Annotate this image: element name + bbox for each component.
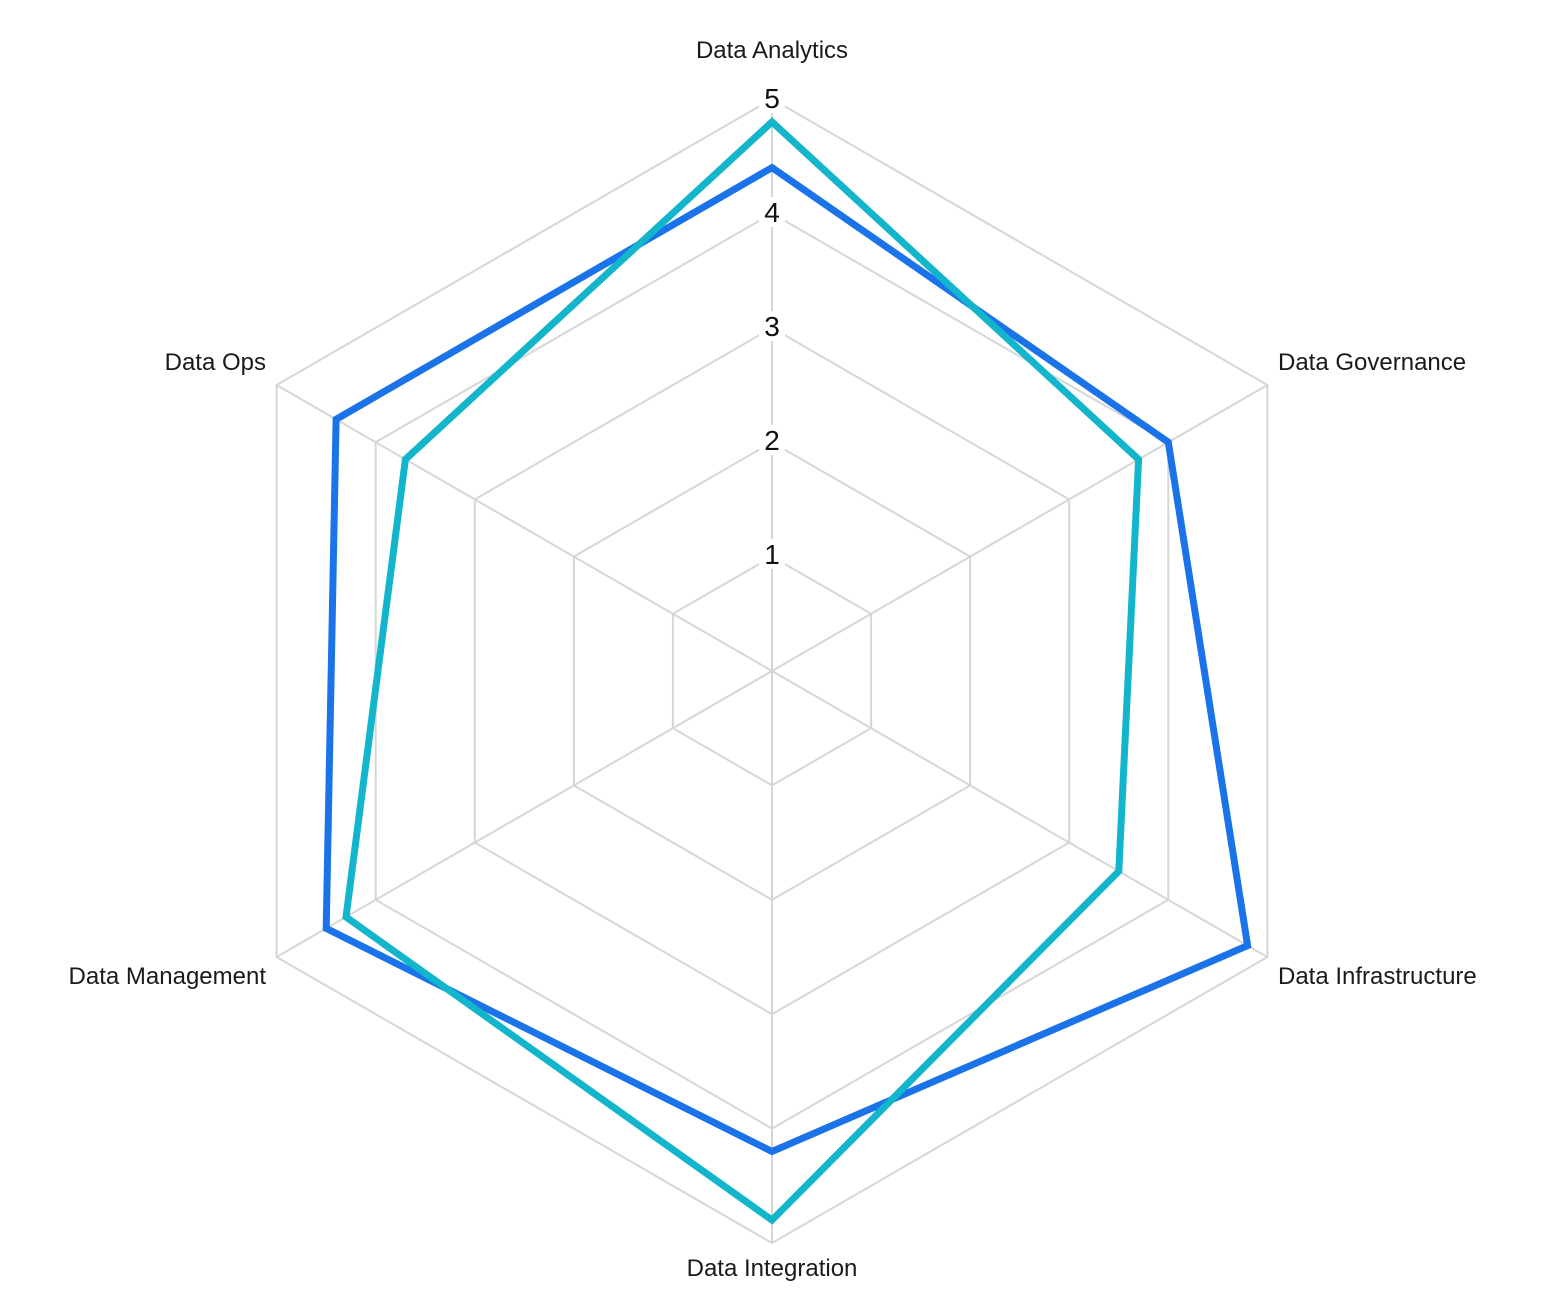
- axis-label-data-governance: Data Governance: [1278, 349, 1466, 376]
- tick-label-5: 5: [764, 83, 780, 114]
- spoke-5: [276, 670, 773, 958]
- tick-label-3: 3: [764, 311, 780, 342]
- axis-label-data-integration: Data Integration: [687, 1255, 858, 1282]
- series-layer: [322, 117, 1252, 1225]
- tick-label-bg-5: [759, 83, 785, 113]
- series-1-line: [322, 163, 1252, 1156]
- grid-layer: [275, 97, 1269, 1245]
- spoke-2: [771, 384, 1268, 672]
- axis-label-data-infrastructure: Data Infrastructure: [1278, 963, 1477, 990]
- tick-layer: 1 2 3 4 5: [759, 83, 785, 570]
- axis-label-layer: Data Analytics Data Governance Data Infr…: [69, 37, 1477, 1282]
- spoke-6: [276, 384, 773, 672]
- tick-label-bg-1: [759, 539, 785, 569]
- tick-label-bg-4: [759, 197, 785, 227]
- tick-label-bg-3: [759, 311, 785, 341]
- tick-label-1: 1: [764, 539, 780, 570]
- tick-label-2: 2: [764, 425, 780, 456]
- series-2-line: [342, 117, 1143, 1225]
- tick-label-4: 4: [764, 197, 780, 228]
- tick-label-bg-2: [759, 425, 785, 455]
- axis-label-data-analytics: Data Analytics: [696, 37, 848, 64]
- axis-label-data-ops: Data Ops: [165, 349, 266, 376]
- axis-label-data-management: Data Management: [69, 963, 267, 990]
- spoke-3: [771, 670, 1268, 958]
